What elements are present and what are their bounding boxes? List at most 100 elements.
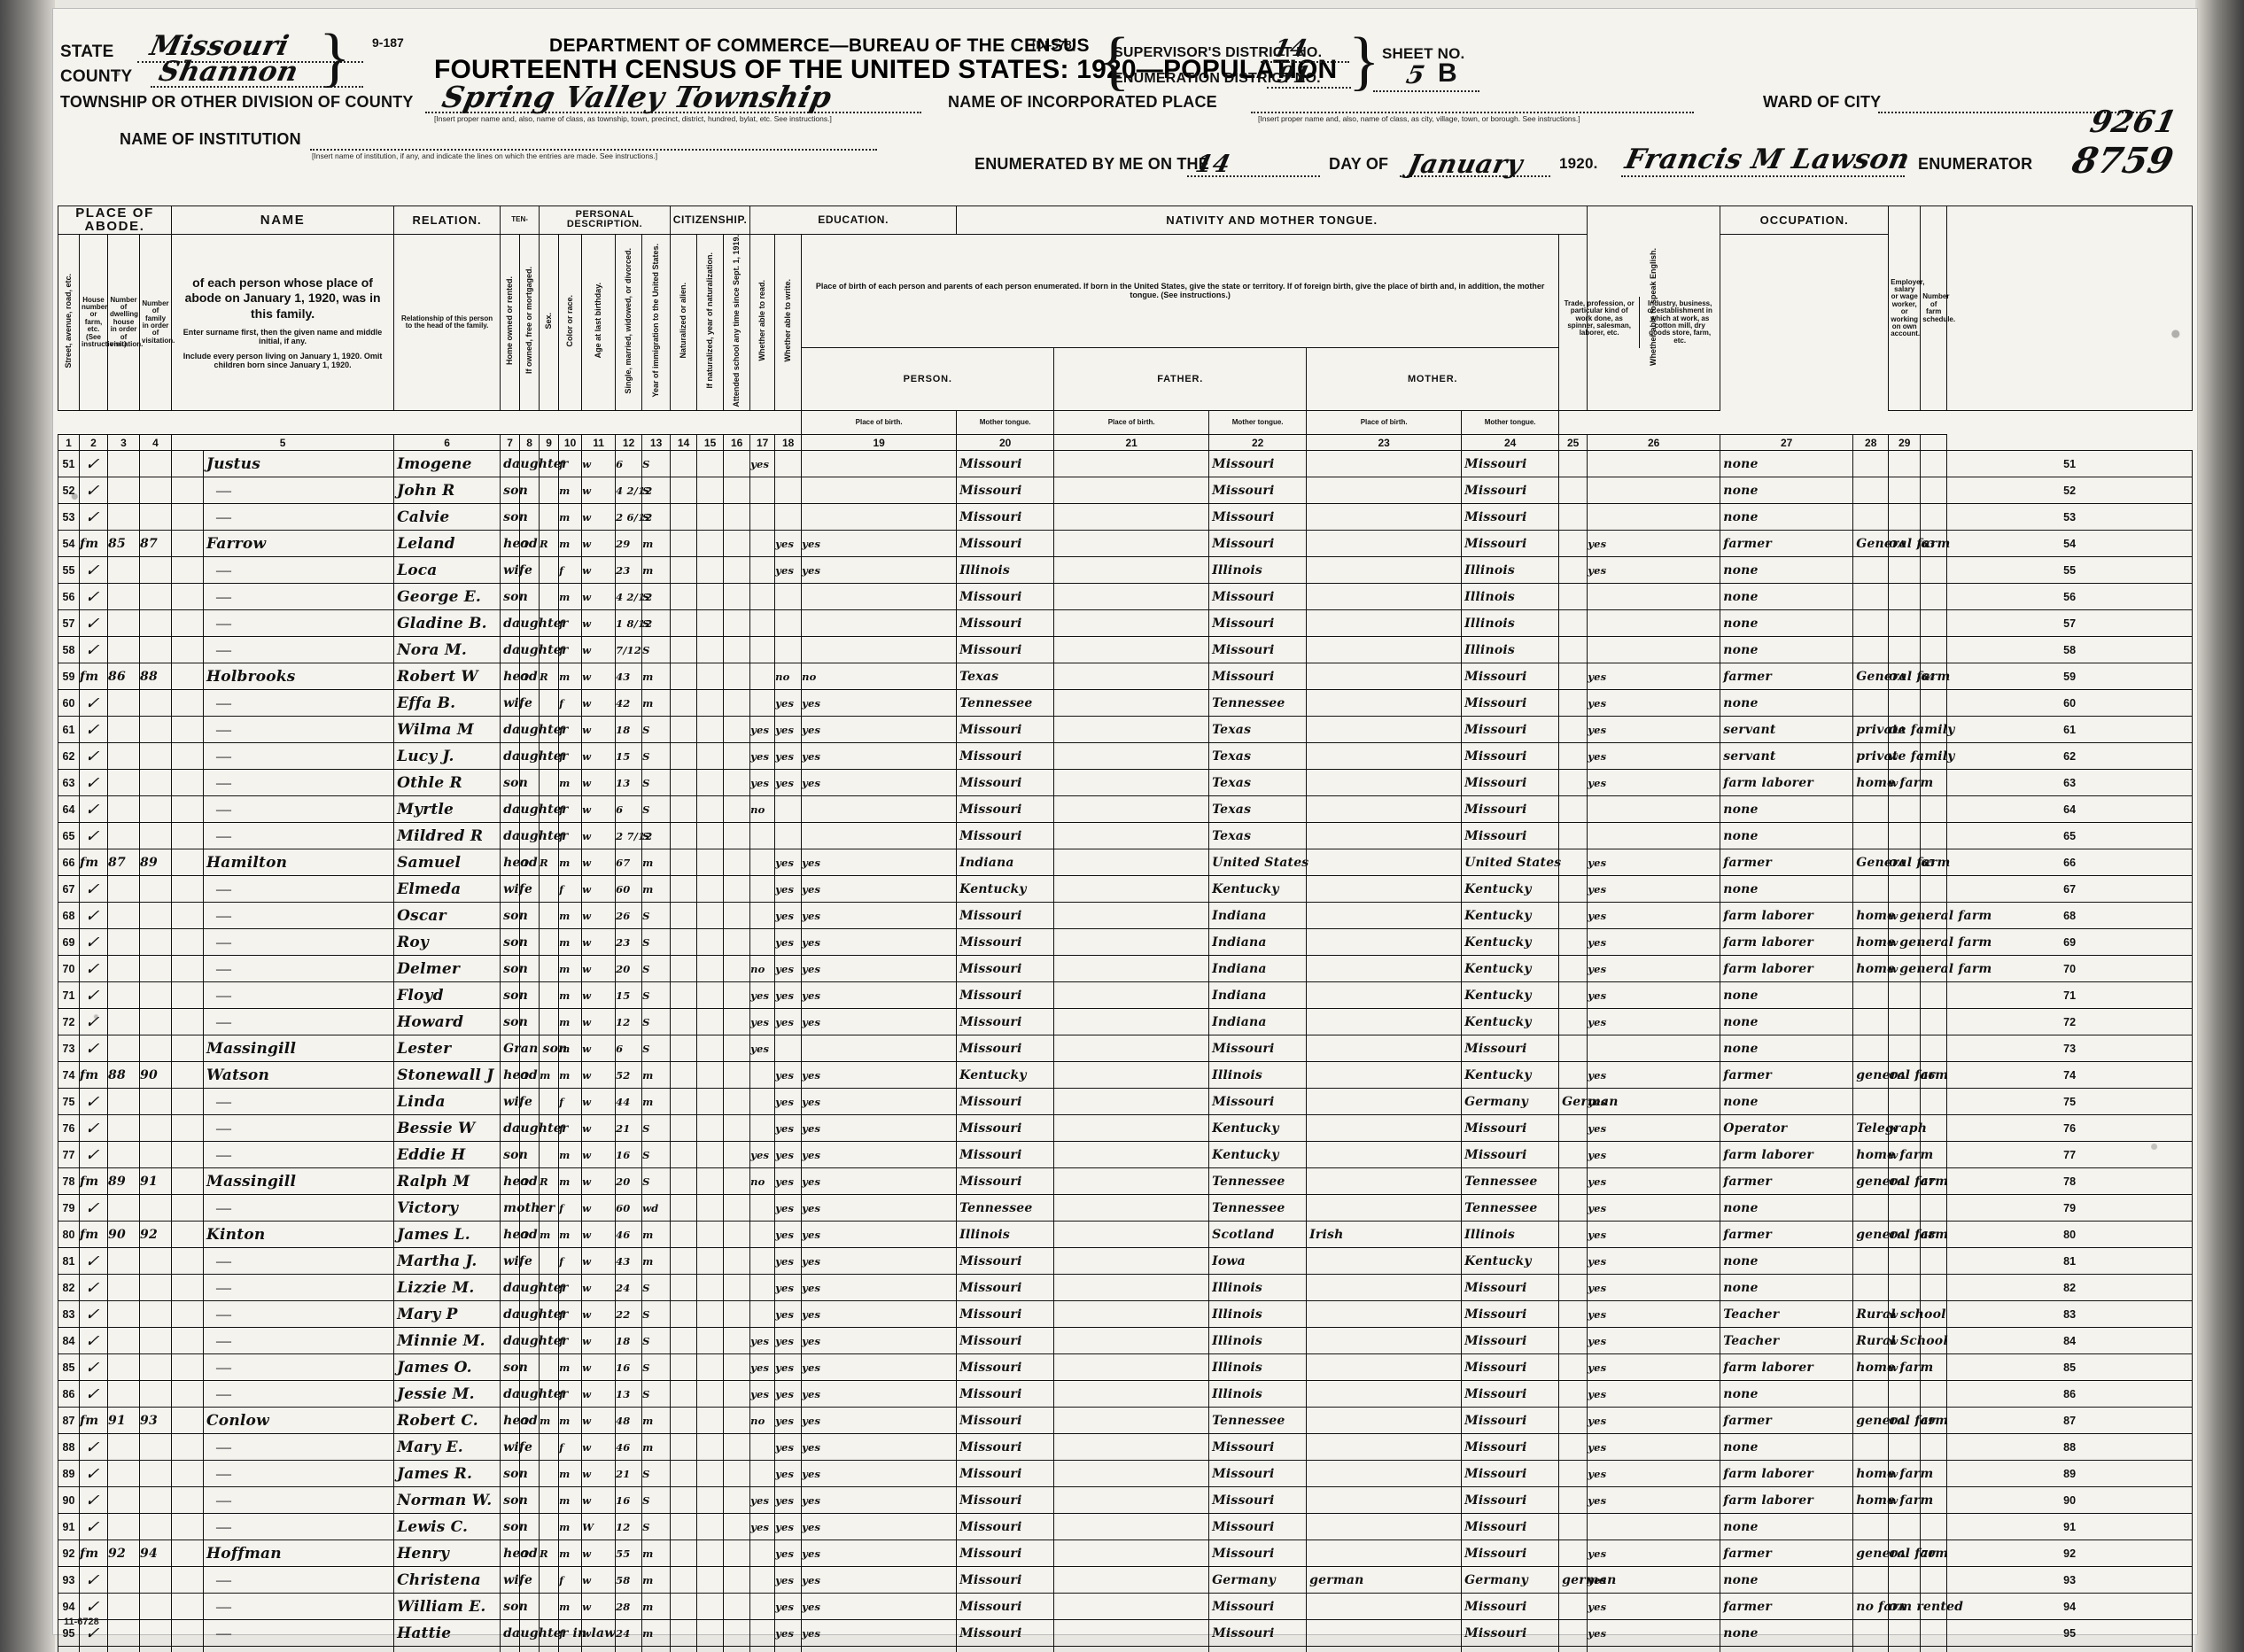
cell-given[interactable]: Roy: [393, 928, 501, 957]
cell-read[interactable]: yes: [774, 902, 803, 930]
cell-dwell[interactable]: [138, 795, 173, 824]
cell-marital[interactable]: S: [641, 742, 672, 771]
cell-fmt[interactable]: [1306, 1061, 1463, 1090]
cell-school[interactable]: [749, 583, 776, 611]
cell-mt[interactable]: [1053, 981, 1210, 1010]
cell-farm[interactable]: [1920, 1619, 1948, 1648]
cell-street[interactable]: ✓: [79, 609, 108, 638]
institution-rule[interactable]: [310, 149, 877, 151]
cell-read[interactable]: yes: [774, 1221, 803, 1249]
cell-fam[interactable]: [171, 902, 205, 930]
cell-sex[interactable]: m: [558, 849, 583, 877]
cell-mpb[interactable]: Missouri: [1461, 716, 1560, 744]
cell-mort[interactable]: [539, 981, 560, 1010]
cell-mmt[interactable]: [1558, 1194, 1588, 1222]
cell-dwell[interactable]: [138, 583, 173, 611]
cell-fpb[interactable]: Missouri: [1208, 1035, 1308, 1063]
cell-sex[interactable]: f: [558, 742, 583, 771]
cell-ind[interactable]: home general farm: [1852, 928, 1992, 957]
cell-fam[interactable]: [171, 716, 205, 744]
cell-mpb[interactable]: Kentucky: [1461, 981, 1560, 1010]
cell-dwell[interactable]: [138, 1646, 173, 1652]
cell-farm[interactable]: [1920, 1380, 1948, 1408]
cell-house[interactable]: [107, 1141, 140, 1169]
cell-street[interactable]: ✓: [79, 1114, 108, 1143]
cell-given[interactable]: Henry: [393, 1540, 501, 1568]
table-row[interactable]: 60 ✓ — Effa B. wife f w 42 m yes yes Tennessee Tenne…: [58, 689, 2193, 717]
cell-fmt[interactable]: [1306, 1593, 1463, 1621]
cell-occ[interactable]: farmer: [1720, 663, 1854, 691]
cell-race[interactable]: W: [581, 1513, 617, 1541]
cell-age[interactable]: 13: [615, 769, 643, 797]
cell-mmt[interactable]: [1558, 1035, 1588, 1063]
cell-mpb[interactable]: Missouri: [1461, 1035, 1560, 1063]
cell-write[interactable]: [801, 1035, 958, 1063]
cell-farm[interactable]: [1920, 1274, 1948, 1302]
cell-read[interactable]: yes: [774, 1061, 803, 1090]
cell-mpb[interactable]: Kentucky: [1461, 1061, 1560, 1090]
cell-house[interactable]: [107, 795, 140, 824]
cell-street[interactable]: ✓: [79, 450, 108, 478]
cell-fmt[interactable]: [1306, 955, 1463, 983]
cell-given[interactable]: William E.: [393, 1593, 501, 1621]
cell-eng[interactable]: yes: [1587, 689, 1721, 717]
cell-fmt[interactable]: [1306, 583, 1463, 611]
table-row[interactable]: 55 ✓ — Loca wife f w 23 m yes yes Illinois Illinois I…: [58, 556, 2193, 585]
cell-sex[interactable]: m: [558, 1540, 583, 1568]
cell-natyr[interactable]: [723, 1327, 751, 1355]
cell-write[interactable]: no: [801, 663, 958, 691]
cell-imm[interactable]: [670, 530, 698, 558]
cell-mpb[interactable]: Missouri: [1461, 450, 1560, 478]
cell-natyr[interactable]: [723, 1300, 751, 1329]
cell-nat[interactable]: [696, 928, 725, 957]
cell-ind[interactable]: no farm rented: [1852, 1593, 1963, 1621]
cell-marital[interactable]: S: [641, 981, 672, 1010]
cell-surname[interactable]: —: [203, 1433, 395, 1462]
cell-emp[interactable]: [1888, 477, 1922, 505]
cell-dwell[interactable]: 93: [138, 1407, 173, 1435]
cell-occ[interactable]: none: [1720, 556, 1854, 585]
cell-relation[interactable]: daughter: [500, 822, 568, 850]
cell-pb[interactable]: Missouri: [956, 609, 1055, 638]
cell-mpb[interactable]: Illinois: [1461, 1221, 1560, 1249]
cell-relation[interactable]: wife: [500, 1433, 532, 1462]
cell-fpb[interactable]: Tennessee: [1208, 1167, 1308, 1196]
cell-fam[interactable]: [171, 1035, 205, 1063]
cell-school[interactable]: [749, 663, 776, 691]
cell-mort[interactable]: R: [539, 530, 560, 558]
cell-imm[interactable]: [670, 742, 698, 771]
cell-fpb[interactable]: Missouri: [1208, 1486, 1308, 1515]
cell-given[interactable]: Leland: [393, 530, 501, 558]
cell-fpb[interactable]: Missouri: [1208, 530, 1308, 558]
cell-pb[interactable]: Missouri: [956, 503, 1055, 531]
cell-race[interactable]: w: [581, 1540, 617, 1568]
cell-write[interactable]: [801, 636, 958, 664]
cell-fmt[interactable]: [1306, 450, 1463, 478]
cell-school[interactable]: yes: [749, 450, 776, 478]
cell-marital[interactable]: m: [641, 1221, 672, 1249]
cell-mt[interactable]: [1053, 1061, 1210, 1090]
cell-sex[interactable]: m: [558, 769, 583, 797]
cell-pb[interactable]: Indiana: [956, 849, 1055, 877]
cell-fmt[interactable]: [1306, 1407, 1463, 1435]
cell-write[interactable]: [801, 795, 958, 824]
cell-school[interactable]: [749, 1433, 776, 1462]
cell-mt[interactable]: [1053, 1646, 1210, 1652]
cell-mpb[interactable]: Missouri: [1461, 1141, 1560, 1169]
cell-mpb[interactable]: Kentucky: [1461, 902, 1560, 930]
cell-mort[interactable]: [539, 1088, 560, 1116]
cell-natyr[interactable]: [723, 1380, 751, 1408]
cell-relation[interactable]: son: [500, 1486, 528, 1515]
cell-relation[interactable]: son: [500, 928, 528, 957]
cell-street[interactable]: ✓: [79, 822, 108, 850]
cell-ind[interactable]: [1852, 1247, 1890, 1276]
cell-age[interactable]: 24: [615, 1619, 643, 1648]
cell-eng[interactable]: yes: [1587, 1353, 1721, 1382]
cell-nat[interactable]: [696, 663, 725, 691]
cell-given[interactable]: Christena: [393, 1566, 501, 1594]
cell-school[interactable]: no: [749, 955, 776, 983]
cell-fpb[interactable]: Iowa: [1208, 1247, 1308, 1276]
